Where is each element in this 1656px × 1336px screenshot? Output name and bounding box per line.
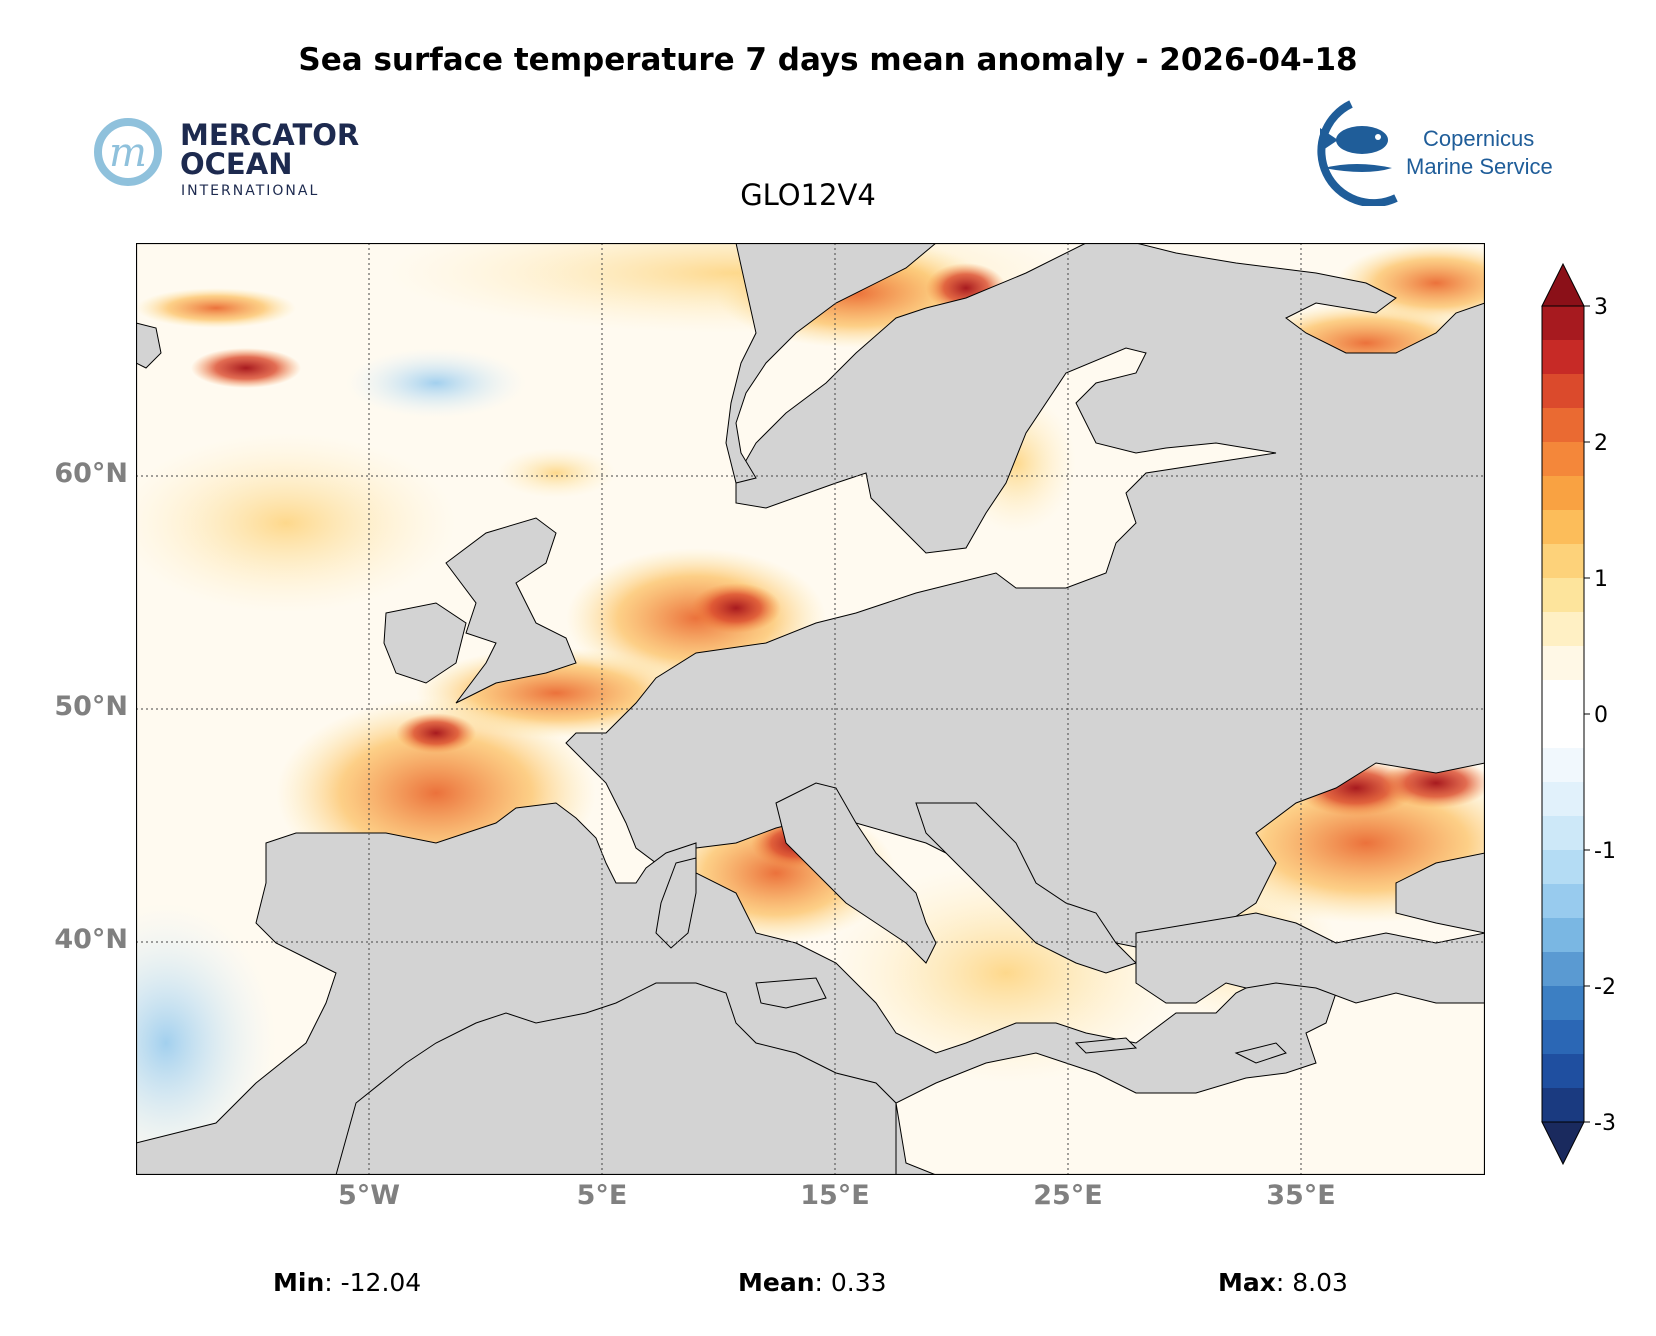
colorbar-tick-label: 1 <box>1594 567 1608 592</box>
colorbar-band <box>1542 374 1584 409</box>
colorbar-min-arrow <box>1541 1121 1585 1166</box>
colorbar-band <box>1542 612 1584 647</box>
lat-label-40n: 40°N <box>54 924 128 955</box>
mercator-ring-icon <box>94 118 162 186</box>
stat-min-value: -12.04 <box>340 1268 422 1297</box>
copernicus-marine-logo: Copernicus Marine Service <box>1296 98 1586 208</box>
lon-label-35e: 35°E <box>1266 1180 1336 1211</box>
colorbar-band <box>1542 782 1584 817</box>
colorbar-max-arrow <box>1541 262 1585 307</box>
colorbar-band <box>1542 306 1584 341</box>
colorbar-band <box>1542 578 1584 613</box>
map-frame <box>136 243 1485 1175</box>
fish-icon <box>1320 126 1388 154</box>
colorbar-band <box>1542 884 1584 919</box>
colorbar-band <box>1542 680 1584 715</box>
stat-mean-value: 0.33 <box>830 1268 887 1297</box>
lat-label-60n: 60°N <box>54 458 128 489</box>
model-name: GLO12V4 <box>740 178 876 212</box>
colorbar-tick-label: -1 <box>1594 839 1616 864</box>
colorbar-band <box>1542 1020 1584 1055</box>
copernicus-line1: Copernicus <box>1423 126 1534 151</box>
colorbar-band <box>1542 986 1584 1021</box>
mercator-line1: MERCATOR <box>180 118 359 152</box>
colorbar: 3 2 1 0 -1 -2 -3 <box>1530 262 1650 1172</box>
colorbar-band <box>1542 748 1584 783</box>
stat-mean-label: Mean <box>738 1268 815 1297</box>
colorbar-bands <box>1542 306 1584 1123</box>
colorbar-band <box>1542 544 1584 579</box>
mercator-line2: OCEAN <box>180 147 292 181</box>
lon-label-5e: 5°E <box>576 1180 628 1211</box>
colorbar-tick-label: 0 <box>1594 703 1608 728</box>
chart-title: Sea surface temperature 7 days mean anom… <box>298 42 1358 78</box>
copernicus-arc-icon <box>1317 100 1398 208</box>
stat-mean: Mean: 0.33 <box>738 1268 887 1297</box>
mercator-ocean-logo: m MERCATOR OCEAN INTERNATIONAL <box>92 112 362 204</box>
colorbar-band <box>1542 714 1584 749</box>
colorbar-band <box>1542 442 1584 477</box>
lon-label-25e: 25°E <box>1033 1180 1103 1211</box>
stat-max-label: Max <box>1218 1268 1276 1297</box>
colorbar-band <box>1542 1054 1584 1089</box>
colorbar-band <box>1542 816 1584 851</box>
colorbar-band <box>1542 850 1584 885</box>
stat-min: Min: -12.04 <box>273 1268 422 1297</box>
stat-max: Max: 8.03 <box>1218 1268 1348 1297</box>
landmass <box>136 243 1485 1175</box>
colorbar-band <box>1542 476 1584 511</box>
colorbar-band <box>1542 510 1584 545</box>
lon-label-15e: 15°E <box>800 1180 870 1211</box>
colorbar-tick-label: 3 <box>1594 295 1608 320</box>
colorbar-band <box>1542 408 1584 443</box>
mercator-line3: INTERNATIONAL <box>181 183 319 199</box>
colorbar-band <box>1542 1088 1584 1123</box>
colorbar-band <box>1542 340 1584 375</box>
colorbar-tick-label: 2 <box>1594 431 1608 456</box>
colorbar-band <box>1542 646 1584 681</box>
map-panel <box>136 243 1485 1175</box>
colorbar-ticks: 3 2 1 0 -1 -2 -3 <box>1584 295 1616 1136</box>
mercator-monogram: m <box>109 130 147 176</box>
colorbar-band <box>1542 952 1584 987</box>
stat-min-label: Min <box>273 1268 325 1297</box>
gridlines <box>136 243 1485 1175</box>
colorbar-band <box>1542 918 1584 953</box>
anomaly-map <box>136 243 1485 1175</box>
copernicus-line2: Marine Service <box>1406 154 1553 179</box>
colorbar-tick-label: -2 <box>1594 975 1616 1000</box>
lon-label-5w: 5°W <box>337 1180 401 1211</box>
colorbar-tick-label: -3 <box>1594 1111 1616 1136</box>
lat-label-50n: 50°N <box>54 691 128 722</box>
stat-max-value: 8.03 <box>1292 1268 1348 1297</box>
